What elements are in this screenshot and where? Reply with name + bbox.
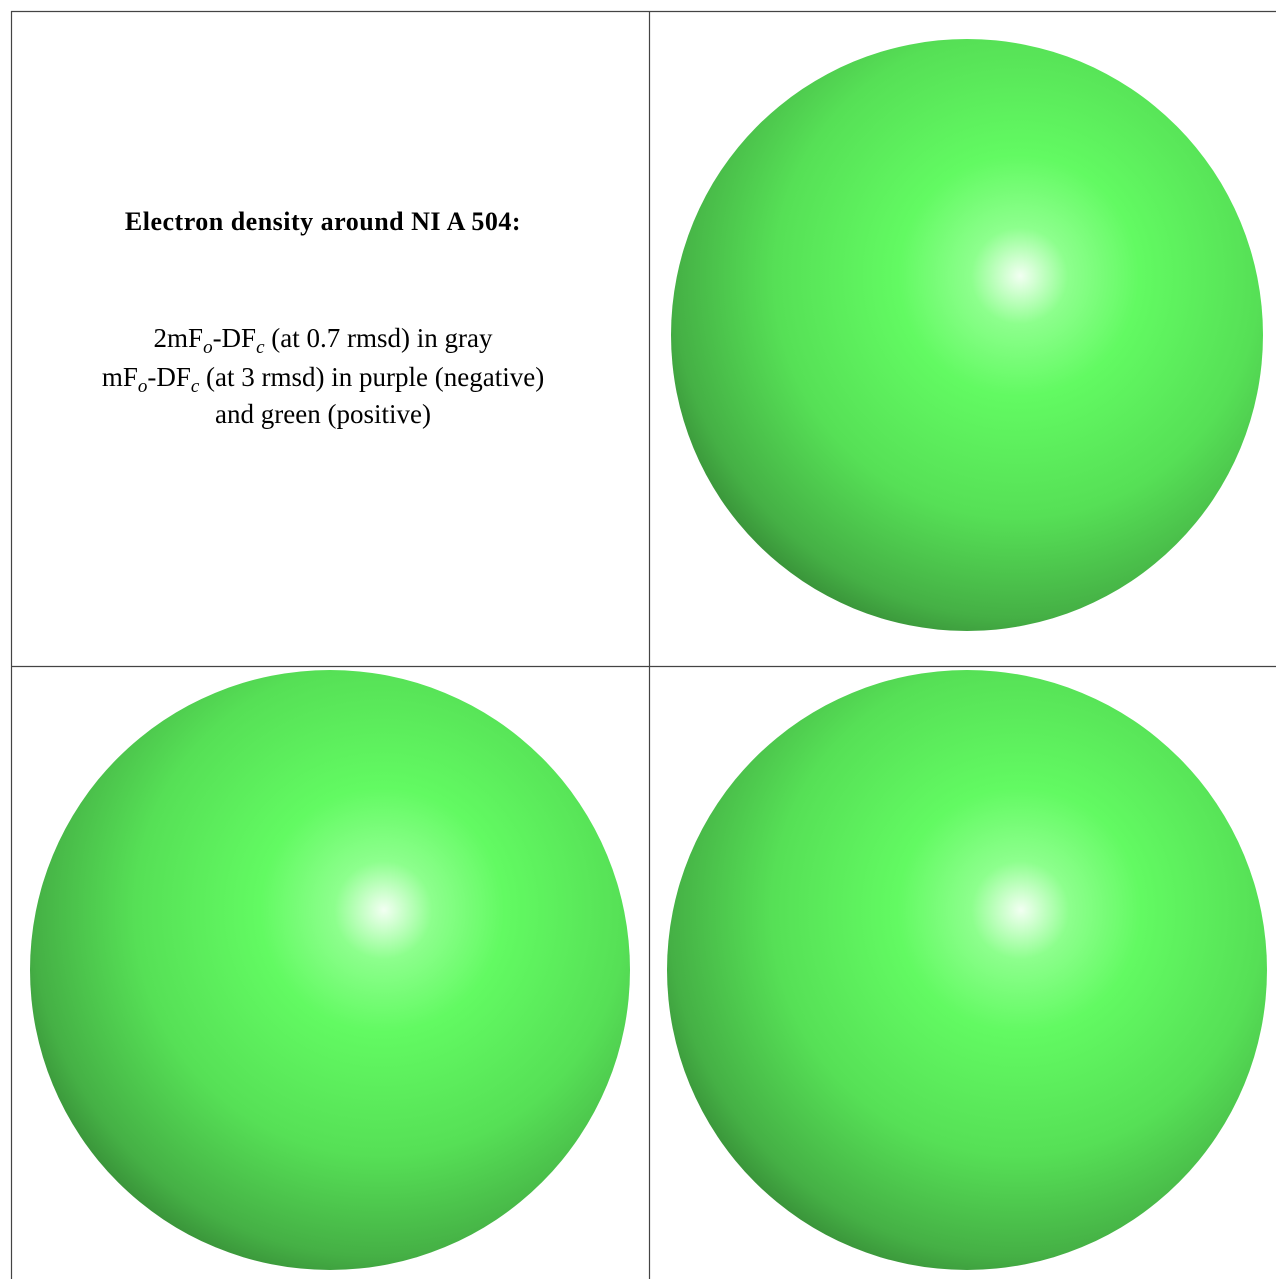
density-sphere <box>30 670 630 1270</box>
caption-title: Electron density around NI A 504: <box>125 207 521 236</box>
caption-line: mFo-DFc (at 3 rmsd) in purple (negative) <box>102 362 544 397</box>
caption-text: (at 3 rmsd) in purple (negative) <box>199 362 544 392</box>
caption-subscript: o <box>138 376 148 397</box>
caption-line: and green (positive) <box>215 399 431 429</box>
caption-subscript: c <box>191 376 200 397</box>
caption-text: mF <box>102 362 138 392</box>
caption-line: 2mFo-DFc (at 0.7 rmsd) in gray <box>154 323 493 358</box>
panel-grid <box>10 10 1276 1279</box>
caption-text: -DF <box>147 362 191 392</box>
density-sphere <box>671 39 1263 631</box>
caption-text: -DF <box>213 323 257 353</box>
caption-text: 2mF <box>154 323 204 353</box>
caption-text: (at 0.7 rmsd) in gray <box>265 323 493 353</box>
density-sphere <box>667 670 1267 1270</box>
caption-text: and green (positive) <box>215 399 431 429</box>
caption-subscript: o <box>203 337 213 358</box>
caption-subscript: c <box>256 337 265 358</box>
